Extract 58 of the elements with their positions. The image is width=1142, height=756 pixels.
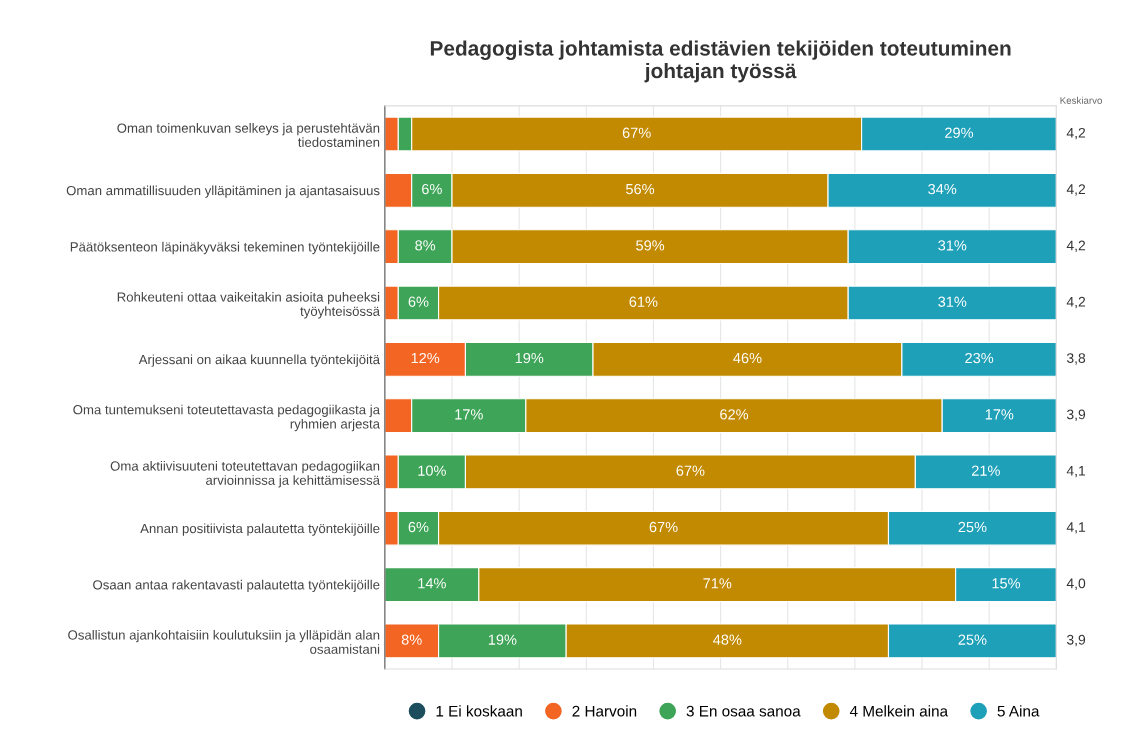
data-label: 59% <box>636 240 665 251</box>
legend-label: 4 Melkein aina <box>849 705 949 717</box>
y-tick-label: Annan positiivista palautetta työntekijöille <box>140 523 380 536</box>
data-label: 10% <box>418 465 446 476</box>
data-label: 6% <box>408 521 429 533</box>
text: Keskiarvo <box>1060 96 1102 104</box>
y-tick-label: Oma tuntemukseni toteutettavasta pedagogiikasta ja ryhmien arjesta <box>73 404 381 432</box>
text: 4,2 <box>1066 127 1086 140</box>
data-label: 17% <box>985 409 1014 420</box>
data-label: 8% <box>415 240 436 251</box>
data-label: 71% <box>703 578 732 589</box>
y-tick-label: Oman toimenkuvan selkeys ja perustehtävän tiedostaminen <box>117 123 380 147</box>
text: 3,9 <box>1066 634 1086 647</box>
data-label: 29% <box>945 127 974 138</box>
data-label: 19% <box>488 634 517 645</box>
data-label: 34% <box>928 183 957 195</box>
data-label: 14% <box>418 578 446 589</box>
y-tick-label: Osallistun ajankohtaisiin koulutuksiin ja ylläpidän alan osaamistani <box>68 629 380 654</box>
data-label: 31% <box>938 296 967 307</box>
data-label: 17% <box>455 409 483 420</box>
data-label: 8% <box>401 634 422 645</box>
y-tick-label: Osaan antaa rakentavasti palautetta työntekijöille <box>93 579 380 593</box>
data-label: 21% <box>971 465 1000 476</box>
legend-label: 2 Harvoin <box>572 705 637 717</box>
text: 3,9 <box>1066 409 1086 421</box>
data-label: 48% <box>713 634 742 645</box>
text: 3,8 <box>1066 353 1086 365</box>
data-label: 67% <box>649 521 678 533</box>
data-label: 67% <box>676 465 705 476</box>
data-label: 15% <box>992 578 1021 589</box>
text: 4,2 <box>1066 240 1086 253</box>
legend-label: 1 Ei koskaan <box>436 705 522 717</box>
data-label: 12% <box>411 352 440 364</box>
text: 4,2 <box>1066 296 1086 309</box>
legend-label: 5 Aina <box>997 705 1040 717</box>
y-tick-label: Rohkeuteni ottaa vaikeitakin asioita puheeksi työyhteisössä <box>117 292 380 319</box>
data-label: 31% <box>938 240 967 251</box>
data-label: 61% <box>629 296 658 307</box>
data-label: 62% <box>720 409 749 420</box>
y-tick-label: Oma aktiivisuuteni toteutettavan pedagogiikan arvioinnissa ja kehittämisessä <box>110 461 380 488</box>
text: 4,2 <box>1066 184 1086 196</box>
text: 4,0 <box>1066 578 1086 590</box>
data-label: 23% <box>965 352 994 364</box>
data-label: 25% <box>958 521 987 533</box>
y-tick-label: Päätöksenteon läpinäkyväksi tekeminen työntekijöille <box>70 241 380 255</box>
data-label: 19% <box>515 352 544 364</box>
data-label: 6% <box>408 296 429 307</box>
text: 4,1 <box>1066 522 1086 534</box>
y-tick-label: Oman ammatillisuuden ylläpitäminen ja ajantasaisuus <box>66 185 380 198</box>
text: 4,1 <box>1066 465 1086 478</box>
data-label: 46% <box>733 352 762 364</box>
data-label: 56% <box>626 183 655 195</box>
chart-title: Pedagogista johtamista edistävien tekijöiden toteutuminen johtajan työssä <box>430 40 1011 83</box>
data-label: 67% <box>622 127 651 138</box>
y-tick-label: Arjessani on aikaa kuunnella työntekijöitä <box>138 354 381 367</box>
data-label: 25% <box>958 634 987 645</box>
data-label: 6% <box>422 183 442 195</box>
legend-label: 3 En osaa sanoa <box>686 705 801 717</box>
